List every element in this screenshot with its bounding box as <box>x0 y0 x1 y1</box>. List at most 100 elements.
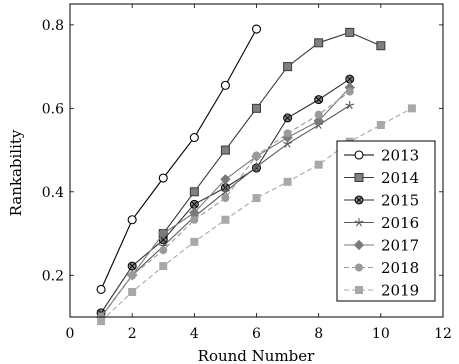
marker-star-arm <box>256 166 260 171</box>
legend-entry-2015: 2015 <box>344 192 419 210</box>
marker-star-arm <box>349 105 353 110</box>
series-line-2018 <box>100 91 351 318</box>
marker-cross-b <box>346 76 353 83</box>
marker-cross-b <box>160 236 167 243</box>
marker-cross-b <box>191 201 198 208</box>
data-point-square <box>355 286 363 294</box>
legend-entry-2017: 2017 <box>344 237 419 255</box>
data-point-circle-x <box>354 195 364 205</box>
marker-star-arm <box>284 143 289 148</box>
legend-label: 2013 <box>381 147 419 165</box>
x-tick-label: 8 <box>314 326 323 342</box>
series-line-2013 <box>100 28 257 290</box>
data-point-square <box>252 194 261 203</box>
series-2017 <box>95 82 355 323</box>
legend-label: 2018 <box>381 259 419 277</box>
data-point-circle <box>158 173 168 183</box>
data-point-circle <box>355 263 363 272</box>
series-2013 <box>96 24 262 295</box>
x-tick-label: 10 <box>372 326 390 342</box>
data-point-square <box>189 187 199 197</box>
data-point-circle <box>189 132 199 143</box>
marker-star-arm <box>318 124 322 129</box>
legend-label: 2014 <box>381 169 419 187</box>
x-tick-label: 4 <box>190 326 199 342</box>
data-point-star <box>345 101 355 110</box>
legend: 2013 2014 2015 2016 2017 2018 2019 <box>336 140 436 302</box>
marker-star-arm <box>221 189 226 193</box>
legend-label: 2015 <box>381 192 419 210</box>
data-point-circle <box>127 215 137 225</box>
data-point-square <box>283 62 293 72</box>
y-tick-label: 0.6 <box>42 101 64 117</box>
data-point-square <box>252 103 261 113</box>
marker-star-arm <box>158 244 164 247</box>
series-2016 <box>96 101 355 321</box>
data-point-circle <box>283 129 292 138</box>
marker-star-arm <box>355 222 360 227</box>
marker-star-arm <box>283 141 288 145</box>
y-tick-label: 0.2 <box>42 268 64 284</box>
data-point-star <box>252 162 261 171</box>
data-point-circle <box>190 215 199 224</box>
data-point-circle-x <box>345 74 355 84</box>
data-point-square <box>128 287 137 296</box>
data-point-square <box>220 145 230 155</box>
y-tick-label: 0.8 <box>42 18 64 34</box>
data-point-square <box>314 160 323 169</box>
data-point-square <box>221 215 230 224</box>
data-point-diamond <box>313 115 324 127</box>
data-point-diamond <box>158 228 169 239</box>
data-point-circle <box>251 24 262 34</box>
legend-entry-2018: 2018 <box>344 259 419 277</box>
legend-entry-2016: 2016 <box>344 214 419 232</box>
x-tick-label: 6 <box>252 326 261 342</box>
data-point-circle <box>220 80 230 90</box>
x-axis-label: Round Number <box>198 347 316 364</box>
data-point-square <box>97 317 106 326</box>
series-2018 <box>97 87 354 321</box>
series-layer <box>95 24 416 326</box>
marker-cross-b <box>129 262 136 270</box>
data-point-circle <box>252 151 261 160</box>
marker-star-arm <box>253 166 257 171</box>
legend-label: 2016 <box>381 214 419 232</box>
marker-star-arm <box>256 164 261 168</box>
data-point-square <box>407 104 416 113</box>
series-line-2017 <box>100 87 351 318</box>
legend-label: 2019 <box>381 282 419 300</box>
data-point-circle-x <box>189 199 199 209</box>
data-point-circle <box>96 284 106 295</box>
y-tick-label: 0.4 <box>42 185 64 201</box>
data-point-square <box>354 173 364 182</box>
tick-marks: 0 2 4 6 8 10 12 0.2 0.4 0.6 0.8 <box>42 4 452 342</box>
marker-cross-b <box>315 96 322 103</box>
data-point-circle-x <box>314 95 324 105</box>
data-point-square <box>345 27 355 37</box>
legend-entry-2013: 2013 <box>344 147 419 165</box>
marker-star-arm <box>358 222 363 227</box>
data-point-square <box>190 237 199 246</box>
data-point-circle <box>128 271 137 280</box>
data-point-circle <box>221 194 230 203</box>
x-tick-label: 0 <box>66 326 75 342</box>
data-point-circle <box>354 150 364 160</box>
marker-star-arm <box>354 220 360 224</box>
marker-star-arm <box>315 124 320 129</box>
legend-box <box>336 140 436 302</box>
legend-entry-2014: 2014 <box>344 169 419 187</box>
data-point-square <box>314 38 324 48</box>
data-point-circle <box>159 246 168 255</box>
data-point-diamond <box>220 174 231 185</box>
data-point-square <box>283 177 292 186</box>
marker-star-arm <box>358 220 364 224</box>
marker-star-arm <box>287 143 291 148</box>
data-point-diamond <box>353 239 365 251</box>
data-point-circle-x <box>283 113 293 123</box>
legend-label: 2017 <box>381 237 419 255</box>
marker-cross-b <box>284 114 291 122</box>
marker-star-arm <box>225 189 230 193</box>
series-line-2014 <box>162 31 382 234</box>
data-point-circle <box>345 87 354 96</box>
